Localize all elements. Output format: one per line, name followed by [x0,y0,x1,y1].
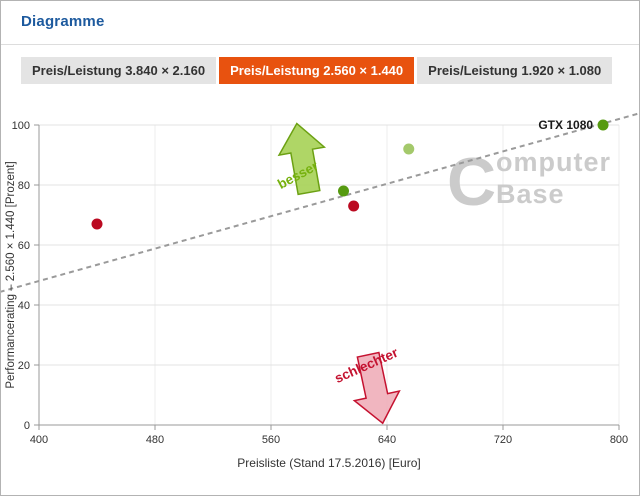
widget-header: Diagramme [1,1,639,45]
y-tick-label: 100 [12,120,30,132]
trend-line [1,112,639,293]
data-point [91,218,103,230]
worse-arrow-icon [352,351,401,425]
svg-text:Base: Base [496,179,565,209]
data-points: GTX 1080 [91,118,609,230]
y-tick-label: 80 [18,180,30,192]
x-tick-label: 400 [30,434,48,446]
tab-price-performance-2560x1440[interactable]: Preis/Leistung 2.560 × 1.440 [219,57,415,84]
x-tick-label: 800 [610,434,628,446]
data-point [338,185,349,197]
y-axis-title: Performancerating – 2.560 × 1.440 [Proze… [5,161,17,388]
data-point [348,200,360,212]
svg-text:omputer: omputer [496,147,611,177]
data-point [403,143,415,155]
x-tick-label: 480 [146,434,164,446]
x-axis-title: Preisliste (Stand 17.5.2016) [Euro] [237,456,420,470]
data-point-label: GTX 1080 [538,118,593,132]
tab-price-performance-1920x1080[interactable]: Preis/Leistung 1.920 × 1.080 [417,57,613,84]
y-tick-label: 20 [18,360,30,372]
svg-text:C: C [447,144,496,220]
x-tick-label: 720 [494,434,512,446]
better-arrow-icon [277,122,327,196]
resolution-tabs: Preis/Leistung 3.840 × 2.160 Preis/Leist… [1,45,639,95]
y-tick-label: 40 [18,300,30,312]
page-title: Diagramme [21,13,105,30]
data-point [597,119,609,131]
x-tick-label: 560 [262,434,280,446]
x-tick-label: 640 [378,434,396,446]
y-tick-label: 60 [18,240,30,252]
tab-price-performance-3840x2160[interactable]: Preis/Leistung 3.840 × 2.160 [21,57,217,84]
axes: 400 480 560 640 720 800 0 20 40 60 80 100 [12,120,629,446]
y-tick-label: 0 [24,420,30,432]
